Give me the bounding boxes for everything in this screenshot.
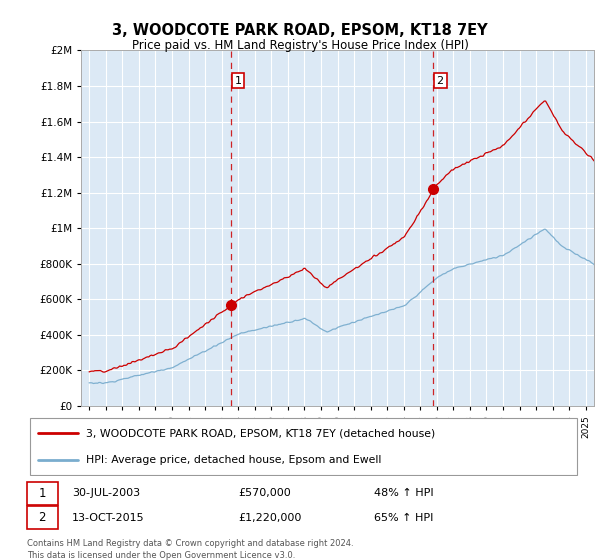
Text: This data is licensed under the Open Government Licence v3.0.: This data is licensed under the Open Gov…	[27, 552, 295, 560]
Text: 1: 1	[235, 76, 242, 86]
FancyBboxPatch shape	[27, 482, 58, 505]
Text: Contains HM Land Registry data © Crown copyright and database right 2024.: Contains HM Land Registry data © Crown c…	[27, 539, 353, 548]
Text: 3, WOODCOTE PARK ROAD, EPSOM, KT18 7EY (detached house): 3, WOODCOTE PARK ROAD, EPSOM, KT18 7EY (…	[86, 428, 435, 438]
Text: 13-OCT-2015: 13-OCT-2015	[72, 513, 145, 523]
FancyBboxPatch shape	[29, 418, 577, 475]
Text: 3, WOODCOTE PARK ROAD, EPSOM, KT18 7EY: 3, WOODCOTE PARK ROAD, EPSOM, KT18 7EY	[112, 24, 488, 38]
Text: 1: 1	[38, 487, 46, 500]
Text: 2: 2	[38, 511, 46, 524]
Text: Price paid vs. HM Land Registry's House Price Index (HPI): Price paid vs. HM Land Registry's House …	[131, 39, 469, 53]
Text: 65% ↑ HPI: 65% ↑ HPI	[374, 513, 433, 523]
Text: £1,220,000: £1,220,000	[238, 513, 302, 523]
Text: 30-JUL-2003: 30-JUL-2003	[72, 488, 140, 498]
Text: HPI: Average price, detached house, Epsom and Ewell: HPI: Average price, detached house, Epso…	[86, 455, 382, 465]
Text: £570,000: £570,000	[238, 488, 291, 498]
Text: 2: 2	[437, 76, 444, 86]
FancyBboxPatch shape	[27, 506, 58, 529]
Text: 48% ↑ HPI: 48% ↑ HPI	[374, 488, 433, 498]
